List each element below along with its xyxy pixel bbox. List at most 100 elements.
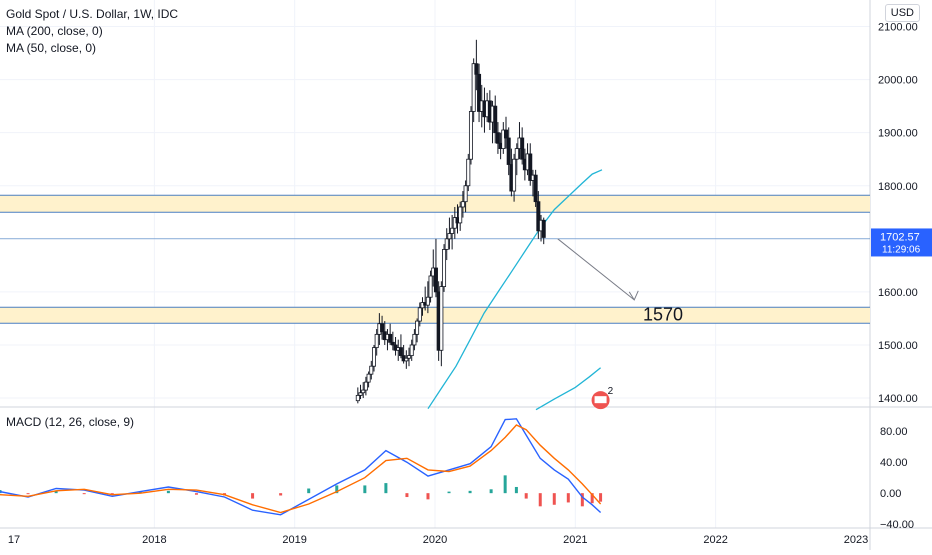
candle-body — [466, 158, 471, 187]
macd-histogram-bar — [599, 493, 603, 502]
macd-histogram-bar — [82, 493, 86, 495]
candle-body — [433, 267, 438, 293]
candle-body — [390, 341, 395, 346]
signal-line — [0, 424, 602, 514]
macd-tick-label: −40.00 — [880, 519, 914, 531]
candle-body — [417, 307, 422, 322]
event-count-badge: 2 — [608, 386, 614, 397]
current-price-tag — [871, 228, 932, 257]
macd-histogram-bar — [194, 493, 198, 495]
macd-tick-label: 40.00 — [880, 457, 908, 469]
macd-histogram-bar — [447, 491, 451, 494]
macd-histogram-bar — [54, 490, 58, 494]
candle-body — [407, 355, 412, 359]
candle-body — [412, 333, 417, 346]
candle-body — [520, 137, 525, 160]
macd-histogram-bar — [307, 488, 311, 494]
candle-body — [506, 137, 511, 165]
support-zone — [0, 195, 870, 213]
candle-body — [463, 185, 468, 203]
candle-body — [380, 323, 385, 333]
macd-histogram-bar — [335, 485, 339, 494]
macd-histogram-bar — [489, 489, 493, 494]
candle-body — [444, 238, 449, 250]
candle-body — [442, 249, 447, 287]
candle-body — [528, 153, 533, 181]
candle-body — [512, 158, 517, 192]
candle-body — [458, 206, 463, 224]
candle-body — [369, 365, 374, 375]
ma200-legend[interactable]: MA (200, close, 0) — [6, 24, 103, 38]
candle-body — [398, 347, 403, 356]
candle-body — [501, 129, 506, 150]
macd-histogram-bar — [251, 493, 255, 499]
macd-histogram-bar — [538, 493, 542, 507]
candle-body — [536, 201, 541, 232]
time-tick-label: 2021 — [563, 534, 587, 546]
candle-body — [493, 105, 498, 134]
price-tick-label: 1400.00 — [878, 393, 918, 405]
candle-body — [363, 381, 368, 391]
candle-body — [355, 394, 360, 402]
macd-legend[interactable]: MACD (12, 26, close, 9) — [6, 415, 135, 429]
candle-body — [371, 347, 376, 367]
macd-histogram-bar — [503, 475, 507, 494]
macd-histogram-bar — [580, 493, 584, 507]
macd-histogram-bar — [405, 493, 409, 498]
macd-histogram-bar — [468, 490, 472, 494]
candle-body — [409, 344, 414, 356]
price-tick-label: 1800.00 — [878, 181, 918, 193]
time-tick-label: 2020 — [423, 534, 447, 546]
macd-histogram-bar — [524, 493, 528, 499]
macd-histogram-bar — [514, 486, 518, 494]
candle-body — [439, 286, 444, 351]
candle-body — [415, 320, 420, 335]
macd-histogram-bar — [552, 493, 556, 505]
macd-line — [0, 418, 602, 516]
candle-body — [514, 148, 519, 160]
macd-histogram-bar — [363, 485, 367, 494]
price-tick-label: 2000.00 — [878, 75, 918, 87]
time-tick-label: 2022 — [703, 534, 727, 546]
candle-body — [471, 63, 476, 112]
macd-histogram-bar — [590, 493, 594, 504]
candle-body — [504, 129, 509, 139]
candle-body — [477, 73, 482, 112]
countdown-label: 11:29:06 — [882, 244, 921, 255]
macd-histogram-bar — [426, 493, 430, 500]
macd-histogram-bar — [110, 493, 114, 495]
ma-line — [535, 367, 602, 411]
macd-tick-label: 0.00 — [880, 488, 901, 500]
support-zone — [0, 307, 870, 324]
current-price-label: 1702.57 — [880, 231, 920, 243]
ma50-legend[interactable]: MA (50, close, 0) — [6, 41, 97, 55]
price-tick-label: 1900.00 — [878, 128, 918, 140]
candle-body — [361, 389, 366, 394]
macd-histogram-bar — [166, 490, 170, 494]
macd-histogram-bar — [566, 493, 570, 503]
arrow-line — [557, 238, 635, 301]
candle-body — [428, 275, 433, 298]
target-price-annotation: 1570 — [643, 305, 683, 325]
candle-body — [374, 333, 379, 349]
currency-button[interactable]: USD — [884, 4, 920, 22]
macd-histogram-bar — [26, 493, 30, 495]
macd-histogram-bar — [279, 493, 283, 496]
price-tick-label: 1500.00 — [878, 340, 918, 352]
candle-body — [460, 201, 465, 208]
candle-body — [358, 392, 363, 396]
macd-tick-label: 80.00 — [880, 426, 908, 438]
ma-line — [427, 169, 603, 410]
price-tick-label: 2100.00 — [878, 22, 918, 34]
macd-histogram-bar — [138, 491, 142, 494]
symbol-title[interactable]: Gold Spot / U.S. Dollar, 1W, IDC — [6, 7, 179, 21]
price-tick-label: 1600.00 — [878, 287, 918, 299]
time-tick-label: 17 — [8, 534, 20, 546]
candle-body — [533, 174, 538, 203]
candle-body — [474, 63, 479, 75]
us-flag-stripe — [594, 396, 607, 404]
arrow-head-icon — [628, 290, 639, 301]
time-tick-label: 2018 — [142, 534, 166, 546]
